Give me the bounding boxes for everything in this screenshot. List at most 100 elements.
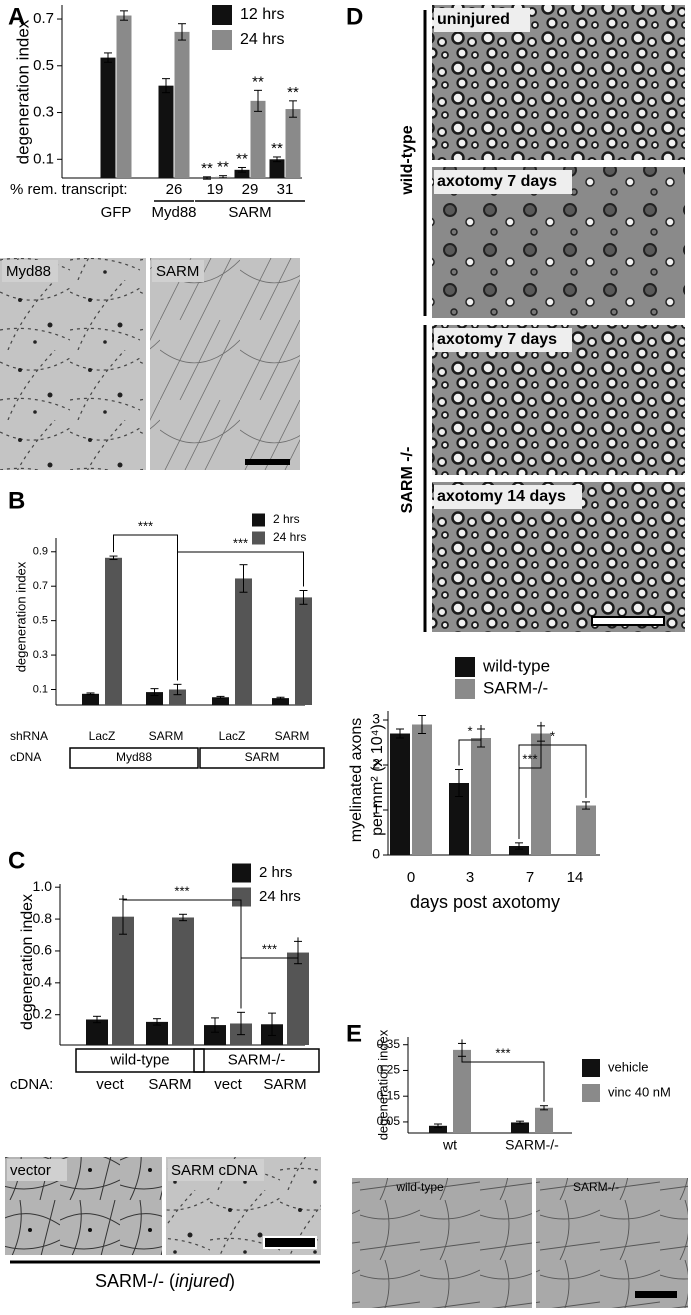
image-label: wild-type <box>395 1180 444 1194</box>
bar <box>429 1125 447 1133</box>
y-tick-label: 0.1 <box>33 683 48 695</box>
bar <box>449 783 469 855</box>
bar <box>116 15 132 179</box>
bar <box>287 952 309 1045</box>
bracket-label: *** <box>174 883 189 898</box>
group-box <box>199 747 325 769</box>
bar <box>509 846 529 855</box>
x-tick-label: SARM <box>275 729 310 743</box>
x-tick-label: Myd88 <box>151 204 196 221</box>
bar <box>272 698 289 705</box>
x-tick-label: SARM-/- <box>505 1137 559 1153</box>
bar <box>511 1122 529 1133</box>
bar <box>146 692 163 705</box>
row-label: cDNA: <box>10 1076 53 1093</box>
y-tick-label: 0.6 <box>33 942 53 958</box>
label-box <box>7 1159 67 1181</box>
significance: ** <box>217 159 229 176</box>
image-label: axotomy 7 days <box>437 331 557 348</box>
legend-label: 2 hrs <box>259 864 292 881</box>
bar <box>285 109 301 178</box>
micrograph <box>0 258 146 470</box>
label-box <box>434 170 572 194</box>
y-tick-label: 1 <box>372 801 380 817</box>
bracket <box>122 895 242 1009</box>
legend-label: 2 hrs <box>273 512 300 526</box>
x-tick-label: LacZ <box>89 729 116 743</box>
significance: ** <box>287 84 299 101</box>
group-box <box>75 1048 205 1073</box>
images-e: wild-type SARM-/- <box>352 1178 688 1308</box>
bar <box>112 916 134 1045</box>
x-tick-label: GFP <box>101 204 132 221</box>
transcript-value: 26 <box>166 181 183 198</box>
y-axis-label: myelinated axons <box>348 718 365 843</box>
image-label: vector <box>10 1162 51 1179</box>
significance: ** <box>271 140 283 157</box>
legend-label: vinc 40 nM <box>608 1084 671 1099</box>
bar <box>212 697 229 705</box>
caption-part: injured <box>175 1271 230 1291</box>
image-label: axotomy 7 days <box>437 173 557 190</box>
bar <box>158 85 174 178</box>
bar <box>531 733 551 855</box>
y-tick-label: 0.3 <box>33 649 48 661</box>
group-box <box>193 1048 320 1073</box>
y-axis-label: degeneration index <box>13 561 28 672</box>
legend-swatch <box>232 863 251 883</box>
scale-bar <box>263 1236 317 1249</box>
bracket-label: *** <box>138 518 153 533</box>
significance: ** <box>252 73 264 90</box>
y-tick-label: 0.15 <box>377 1088 401 1102</box>
bracket <box>113 534 178 681</box>
y-tick-label: 2 <box>372 756 380 772</box>
caption: SARM-/- (injured) <box>95 1271 235 1291</box>
bracket-label: * <box>467 723 472 738</box>
panel-letter: A <box>8 3 25 30</box>
bar <box>234 169 250 178</box>
image-label: SARM cDNA <box>171 1162 258 1179</box>
x-tick-label: SARM <box>149 729 184 743</box>
scale-bar <box>591 616 665 626</box>
y-tick-label: 0.7 <box>33 580 48 592</box>
y-tick-label: 0.4 <box>33 974 53 990</box>
image-label: Myd88 <box>6 263 51 280</box>
panel-letter: C <box>8 847 25 874</box>
bracket-label: *** <box>262 941 277 956</box>
images-d: uninjured axotomy 7 days axotomy 7 days … <box>399 5 685 632</box>
bar <box>471 738 491 855</box>
micrograph <box>352 1178 532 1308</box>
panel-letter: B <box>8 487 25 514</box>
bar <box>250 100 266 178</box>
x-tick-label: 14 <box>567 869 584 886</box>
label-box <box>434 485 582 509</box>
y-tick-label: 0.25 <box>377 1063 401 1077</box>
y-tick-label: 0.8 <box>33 910 53 926</box>
y-tick-label: 0.05 <box>377 1114 401 1128</box>
legend-swatch <box>212 30 232 50</box>
legend-swatch <box>252 513 265 527</box>
x-tick-label: SARM <box>263 1076 306 1093</box>
bracket <box>240 937 299 1009</box>
bracket-label: * <box>550 728 555 743</box>
bar <box>235 578 252 705</box>
y-tick-label: 0.9 <box>33 546 48 558</box>
bar <box>169 689 186 705</box>
y-tick-label: 0.3 <box>33 104 54 121</box>
y-tick-label: 1.0 <box>33 878 53 894</box>
y-tick-label: 0.1 <box>33 150 54 167</box>
image-label: axotomy 14 days <box>437 488 566 505</box>
legend-label: 24 hrs <box>259 888 301 905</box>
group-label: SARM-/- <box>228 1051 286 1068</box>
bar <box>453 1049 471 1133</box>
bar <box>390 733 410 855</box>
scale-bar <box>245 459 290 465</box>
y-tick-label: 0.5 <box>33 57 54 74</box>
bar <box>172 917 194 1045</box>
x-tick-label: 0 <box>407 869 415 886</box>
bar <box>295 597 312 705</box>
legend-label: 12 hrs <box>240 6 284 23</box>
bar <box>86 1019 108 1045</box>
bar <box>412 724 432 855</box>
